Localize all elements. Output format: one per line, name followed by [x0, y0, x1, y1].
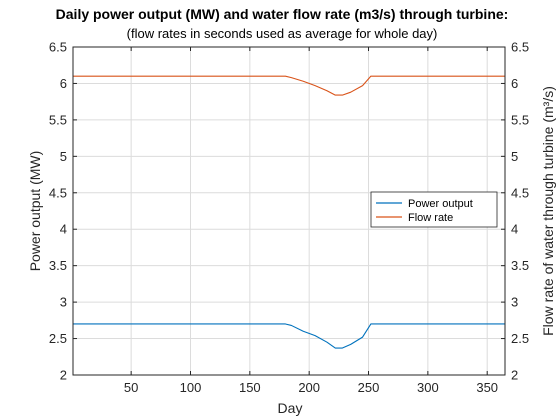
y-tick-label-right: 5: [511, 149, 518, 164]
y-tick-label-left: 6.5: [49, 40, 67, 55]
x-tick-label: 350: [476, 380, 498, 395]
series-line-power-output: [73, 323, 505, 349]
chart-title: Daily power output (MW) and water flow r…: [56, 6, 509, 22]
y-axis-label-right: Flow rate of water through turbine (m³/s…: [540, 86, 556, 336]
y-tick-label-right: 6: [511, 76, 518, 91]
ticks: 50 100 150 200 250 300 350 2 2.5 3 3.5 4 4.5 5 5.5 6 6.5…: [49, 40, 529, 396]
y-axis-label-left: Power output (MW): [27, 151, 43, 272]
y-tick-label-left: 4: [60, 222, 67, 237]
y-tick-label-left: 3.5: [49, 258, 67, 273]
legend-label-power-output: Power output: [408, 198, 473, 210]
legend-label-flow-rate: Flow rate: [408, 212, 453, 224]
legend: Power output Flow rate: [370, 191, 498, 228]
legend-box: [370, 191, 498, 228]
y-tick-label-left: 2: [60, 368, 67, 383]
y-tick-label-left: 4.5: [49, 185, 67, 200]
y-tick-label-right: 4.5: [511, 185, 529, 200]
x-tick-label: 50: [124, 380, 138, 395]
y-tick-label-left: 6: [60, 76, 67, 91]
x-tick-label: 300: [417, 380, 439, 395]
x-tick-label: 150: [239, 380, 261, 395]
y-tick-label-right: 3.5: [511, 258, 529, 273]
y-tick-label-right: 2: [511, 368, 518, 383]
y-tick-label-right: 4: [511, 222, 518, 237]
y-tick-label-left: 2.5: [49, 331, 67, 346]
chart-subtitle: (flow rates in seconds used as average f…: [127, 26, 438, 41]
y-tick-label-left: 5.5: [49, 112, 67, 127]
x-tick-label: 250: [358, 380, 380, 395]
x-axis-label: Day: [278, 400, 303, 416]
x-tick-label: 100: [180, 380, 202, 395]
plot-frame: [72, 46, 506, 376]
y-tick-label-right: 2.5: [511, 331, 529, 346]
y-tick-label-right: 6.5: [511, 40, 529, 55]
y-tick-label-right: 5.5: [511, 112, 529, 127]
y-tick-label-left: 5: [60, 149, 67, 164]
series-line-flow-rate: [73, 75, 505, 96]
y-tick-label-left: 3: [60, 295, 67, 310]
series-layer: [73, 75, 505, 349]
y-tick-label-right: 3: [511, 295, 518, 310]
x-tick-label: 200: [298, 380, 320, 395]
